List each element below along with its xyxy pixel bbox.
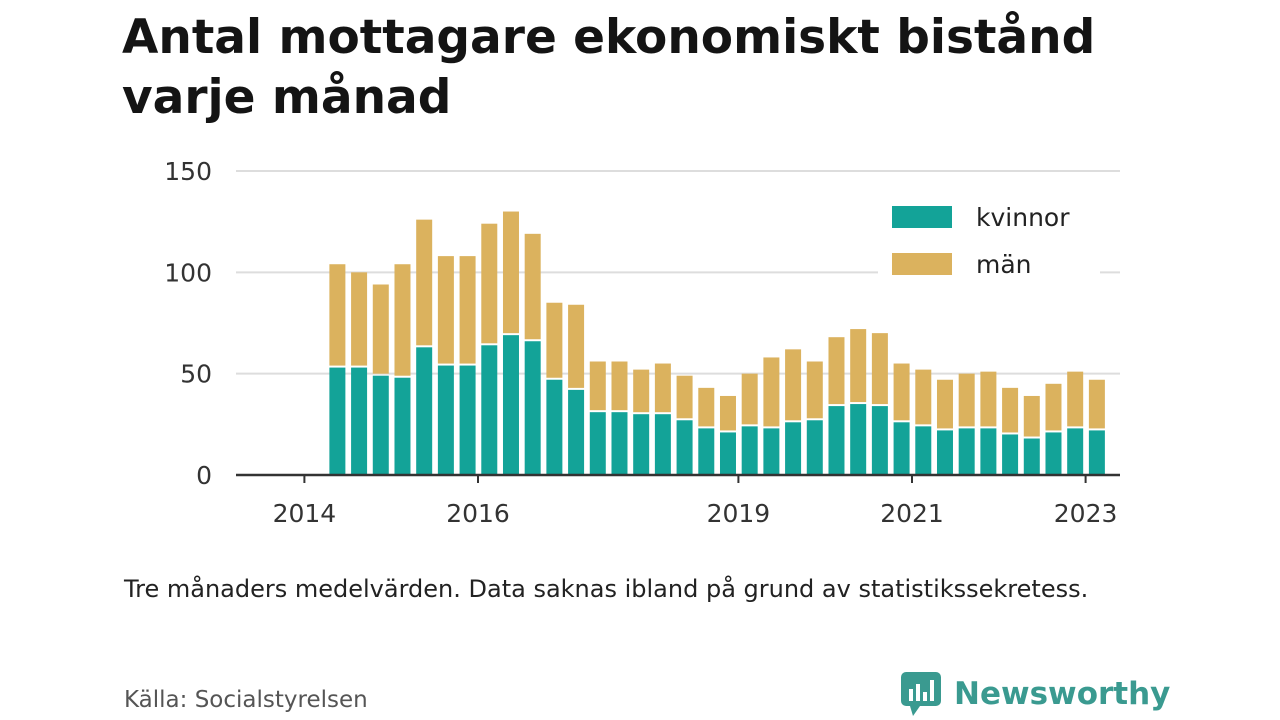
bar-man (871, 333, 888, 405)
bar-man (437, 256, 454, 364)
bars (329, 211, 1105, 475)
bar-man (893, 363, 910, 421)
x-tick-label: 2016 (446, 499, 510, 528)
bar-kvinnor (763, 428, 780, 475)
bar-kvinnor (850, 404, 867, 475)
chart-note: Tre månaders medelvärden. Data saknas ib… (124, 575, 1089, 603)
bar-man (1088, 379, 1105, 429)
bar-kvinnor (806, 420, 823, 475)
bar-man (1002, 387, 1019, 433)
bar-kvinnor (654, 414, 671, 475)
legend-swatch (892, 253, 952, 275)
newsworthy-logo-icon (901, 672, 941, 716)
x-tick-label: 2023 (1054, 499, 1118, 528)
bar-man (394, 264, 411, 376)
bar-man (502, 211, 519, 334)
brand-name: Newsworthy (954, 676, 1171, 712)
bar-man (546, 302, 563, 378)
bar-man (351, 272, 368, 366)
bar-man (633, 369, 650, 413)
bar-man (654, 363, 671, 413)
bar-man (589, 361, 606, 411)
legend-label: kvinnor (976, 203, 1070, 232)
bar-kvinnor (676, 420, 693, 475)
bar-man (785, 349, 802, 421)
bar-kvinnor (1045, 432, 1062, 475)
legend-label: män (976, 250, 1032, 279)
bar-kvinnor (437, 365, 454, 475)
bar-kvinnor (980, 428, 997, 475)
y-tick-label: 100 (164, 258, 212, 287)
y-tick-label: 0 (196, 461, 212, 490)
bar-man (1045, 383, 1062, 431)
bar-man (915, 369, 932, 425)
bar-kvinnor (589, 412, 606, 475)
bar-kvinnor (958, 428, 975, 475)
bar-chart: 2014 2016 2019 2021 2023 0 50 100 150 kvinnor mä… (164, 157, 1120, 528)
bar-kvinnor (915, 426, 932, 475)
bar-man (698, 387, 715, 427)
bar-kvinnor (893, 422, 910, 475)
bar-kvinnor (459, 365, 476, 475)
bar-man (958, 373, 975, 427)
brand-logo[interactable]: Newsworthy (900, 668, 1170, 720)
bar-man (763, 357, 780, 427)
bar-man (524, 233, 541, 340)
bar-man (416, 219, 433, 346)
legend: kvinnor män (878, 195, 1100, 283)
bar-kvinnor (524, 341, 541, 475)
bar-kvinnor (871, 406, 888, 475)
bar-man (741, 373, 758, 425)
bar-man (1023, 395, 1040, 437)
x-tick-label: 2021 (880, 499, 944, 528)
y-tick-label: 150 (164, 157, 212, 186)
bar-man (459, 256, 476, 364)
bar-man (676, 375, 693, 419)
x-tick-label: 2014 (273, 499, 337, 528)
chart-title: Antal mottagare ekonomiskt bistånd varje… (122, 10, 1096, 125)
bar-man (828, 337, 845, 405)
bar-kvinnor (351, 367, 368, 475)
bar-kvinnor (719, 432, 736, 475)
bar-kvinnor (611, 412, 628, 475)
bar-man (719, 395, 736, 431)
y-axis-ticks: 0 50 100 150 (164, 157, 212, 490)
bar-man (568, 304, 585, 388)
bar-kvinnor (1023, 438, 1040, 475)
bar-kvinnor (568, 389, 585, 475)
bar-kvinnor (416, 347, 433, 475)
bar-kvinnor (394, 377, 411, 475)
bar-man (372, 284, 389, 374)
bar-kvinnor (1067, 428, 1084, 475)
bar-kvinnor (481, 345, 498, 475)
bar-man (980, 371, 997, 427)
bar-kvinnor (1002, 434, 1019, 475)
bar-kvinnor (329, 367, 346, 475)
bar-man (806, 361, 823, 419)
bar-kvinnor (785, 422, 802, 475)
source-label: Källa: Socialstyrelsen (124, 687, 368, 713)
bar-man (1067, 371, 1084, 427)
bar-kvinnor (633, 414, 650, 475)
bar-man (481, 223, 498, 344)
x-tick-label: 2019 (707, 499, 771, 528)
legend-swatch (892, 206, 952, 228)
bar-man (611, 361, 628, 411)
bar-man (936, 379, 953, 429)
bar-kvinnor (698, 428, 715, 475)
bar-kvinnor (372, 375, 389, 475)
y-tick-label: 50 (180, 360, 212, 389)
bar-man (329, 264, 346, 366)
bar-kvinnor (936, 430, 953, 475)
bar-kvinnor (1088, 430, 1105, 475)
bar-man (850, 329, 867, 403)
bar-kvinnor (741, 426, 758, 475)
bar-kvinnor (502, 335, 519, 475)
bar-kvinnor (546, 379, 563, 475)
x-axis-ticks: 2014 2016 2019 2021 2023 (273, 475, 1118, 528)
bar-kvinnor (828, 406, 845, 475)
